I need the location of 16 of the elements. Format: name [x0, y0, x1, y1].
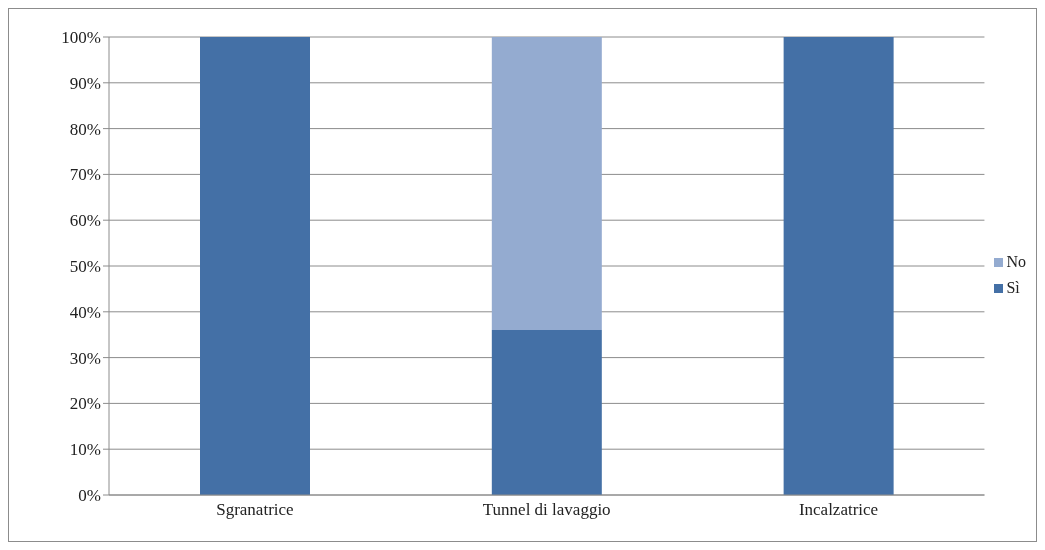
y-tick-label: 0% — [78, 486, 101, 506]
x-tick-label: Tunnel di lavaggio — [482, 500, 611, 520]
y-tick-label: 10% — [69, 440, 101, 460]
y-tick-label: 30% — [69, 348, 101, 368]
y-tick-label: 80% — [69, 119, 101, 139]
y-tick-label: 60% — [69, 211, 101, 231]
x-tick-label: Sgranatrice — [216, 500, 294, 520]
y-tick-label: 70% — [69, 165, 101, 185]
y-tick-label: 100% — [61, 28, 101, 48]
legend-label: Sì — [1006, 279, 1020, 297]
x-tick-label: Incalzatrice — [798, 500, 879, 520]
y-tick-label: 50% — [69, 257, 101, 277]
y-tick-label: 40% — [69, 302, 101, 322]
y-tick-label: 20% — [69, 394, 101, 414]
legend-label: No — [1006, 253, 1026, 271]
y-tick-label: 90% — [69, 73, 101, 93]
